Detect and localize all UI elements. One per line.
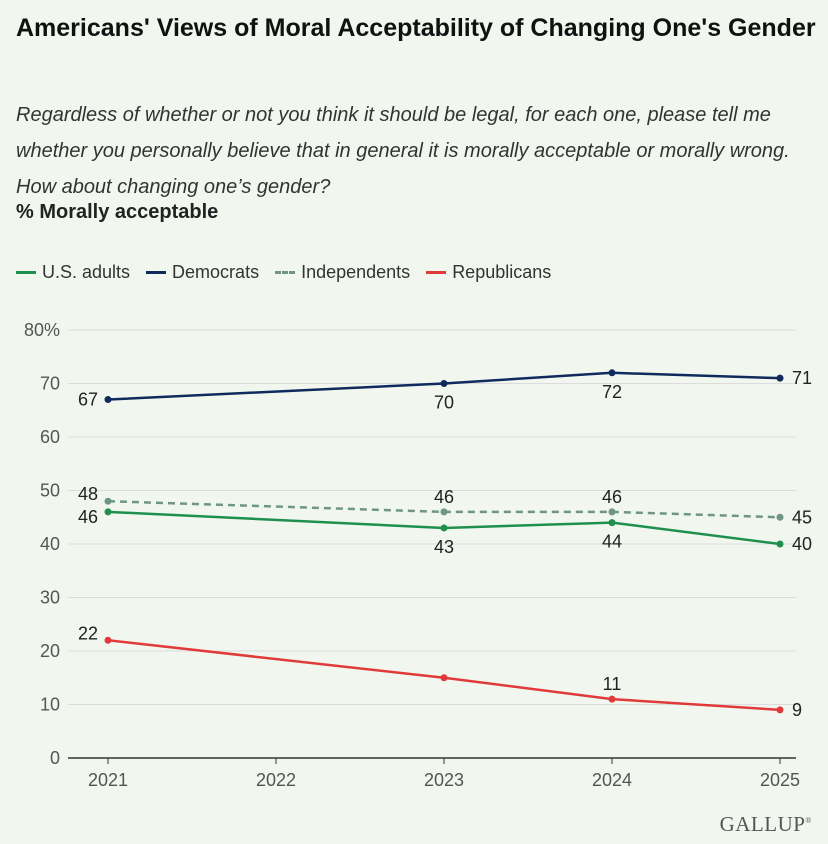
data-label-independents-2024: 46 (602, 487, 622, 507)
legend-label-republicans: Republicans (452, 262, 552, 282)
y-tick-label-80: 80% (24, 320, 60, 340)
data-label-independents-2025: 45 (792, 507, 812, 527)
y-tick-label-60: 60 (40, 427, 60, 447)
legend-item-democrats: Democrats (146, 262, 259, 283)
data-label-democrats-2025: 71 (792, 368, 812, 388)
registered-mark: ® (805, 816, 812, 825)
data-label-republicans-2025: 9 (792, 700, 802, 720)
legend-swatch-us-adults (16, 271, 36, 274)
legend-swatch-republicans (426, 271, 447, 274)
legend-item-us-adults: U.S. adults (16, 262, 130, 283)
data-labels: 67 70 72 71 48 46 46 45 46 43 44 40 22 11 9 (78, 368, 812, 720)
series-lines (104, 369, 784, 714)
x-tick-label-2021: 2021 (88, 770, 128, 790)
data-point-independents-2021 (104, 497, 112, 505)
data-point-us-adults-2024 (608, 519, 616, 527)
data-label-independents-2021: 48 (78, 484, 98, 504)
data-point-us-adults-2021 (104, 508, 112, 516)
data-point-democrats-2023 (440, 380, 448, 387)
legend-swatch-independents (275, 271, 296, 274)
series-line-independents (107, 499, 781, 519)
legend-item-republicans: Republicans (426, 262, 551, 283)
gallup-logo: GALLUP® (720, 812, 812, 837)
series-line-us-adults (107, 510, 781, 546)
data-point-us-adults-2023 (440, 524, 448, 532)
data-label-republicans-2021: 22 (78, 623, 98, 643)
data-point-us-adults-2025 (776, 540, 784, 548)
data-point-democrats-2024 (608, 369, 616, 377)
data-point-republicans-2024 (608, 695, 616, 703)
data-label-independents-2023: 46 (434, 487, 454, 507)
data-label-republicans-2024: 11 (603, 674, 622, 694)
brand-text: GALLUP (719, 812, 806, 836)
data-point-democrats-2021 (104, 396, 112, 404)
chart-title: Americans' Views of Moral Acceptability … (16, 14, 816, 42)
x-tick-label-2024: 2024 (592, 770, 632, 790)
x-tick-label-2023: 2023 (424, 770, 464, 790)
y-tick-label-70: 70 (40, 374, 60, 394)
data-label-us-adults-2023: 43 (434, 537, 454, 557)
legend-label-independents: Independents (301, 262, 411, 282)
data-point-independents-2024 (608, 508, 616, 516)
data-point-democrats-2025 (776, 374, 784, 382)
y-tick-label-40: 40 (40, 534, 60, 554)
measure-label: % Morally acceptable (16, 201, 219, 223)
data-label-democrats-2021: 67 (78, 390, 98, 410)
y-tick-label-50: 50 (40, 481, 60, 501)
series-line-republicans (107, 639, 781, 712)
data-label-us-adults-2025: 40 (792, 534, 812, 554)
series-line-democrats (107, 371, 781, 401)
y-tick-label-10: 10 (40, 695, 60, 715)
legend-label-us-adults: U.S. adults (42, 262, 131, 282)
y-axis-ticks: 0 10 20 30 40 50 60 70 80% (24, 320, 60, 768)
y-tick-label-0: 0 (50, 748, 60, 768)
chart-legend: U.S. adults Democrats Independents Repub… (16, 262, 567, 283)
data-label-us-adults-2021: 46 (78, 507, 98, 527)
legend-item-independents: Independents (275, 262, 410, 283)
y-tick-label-20: 20 (40, 641, 60, 661)
y-tick-label-30: 30 (40, 588, 60, 608)
data-point-republicans-2025 (776, 706, 784, 714)
data-point-republicans-2023 (440, 674, 448, 682)
x-tick-label-2025: 2025 (760, 770, 800, 790)
data-label-us-adults-2024: 44 (602, 532, 622, 552)
data-label-democrats-2024: 72 (602, 382, 622, 402)
x-tick-label-2022: 2022 (256, 770, 296, 790)
data-point-independents-2025 (776, 513, 784, 521)
legend-label-democrats: Democrats (172, 262, 260, 282)
x-axis-ticks: 2021 2022 2023 2024 2025 (88, 758, 800, 790)
grid-lines (68, 329, 796, 759)
legend-swatch-democrats (146, 271, 167, 274)
chart-subtitle: Regardless of whether or not you think i… (16, 104, 790, 198)
data-point-republicans-2021 (104, 636, 112, 644)
data-point-independents-2023 (440, 508, 448, 516)
data-label-democrats-2023: 70 (434, 393, 454, 413)
